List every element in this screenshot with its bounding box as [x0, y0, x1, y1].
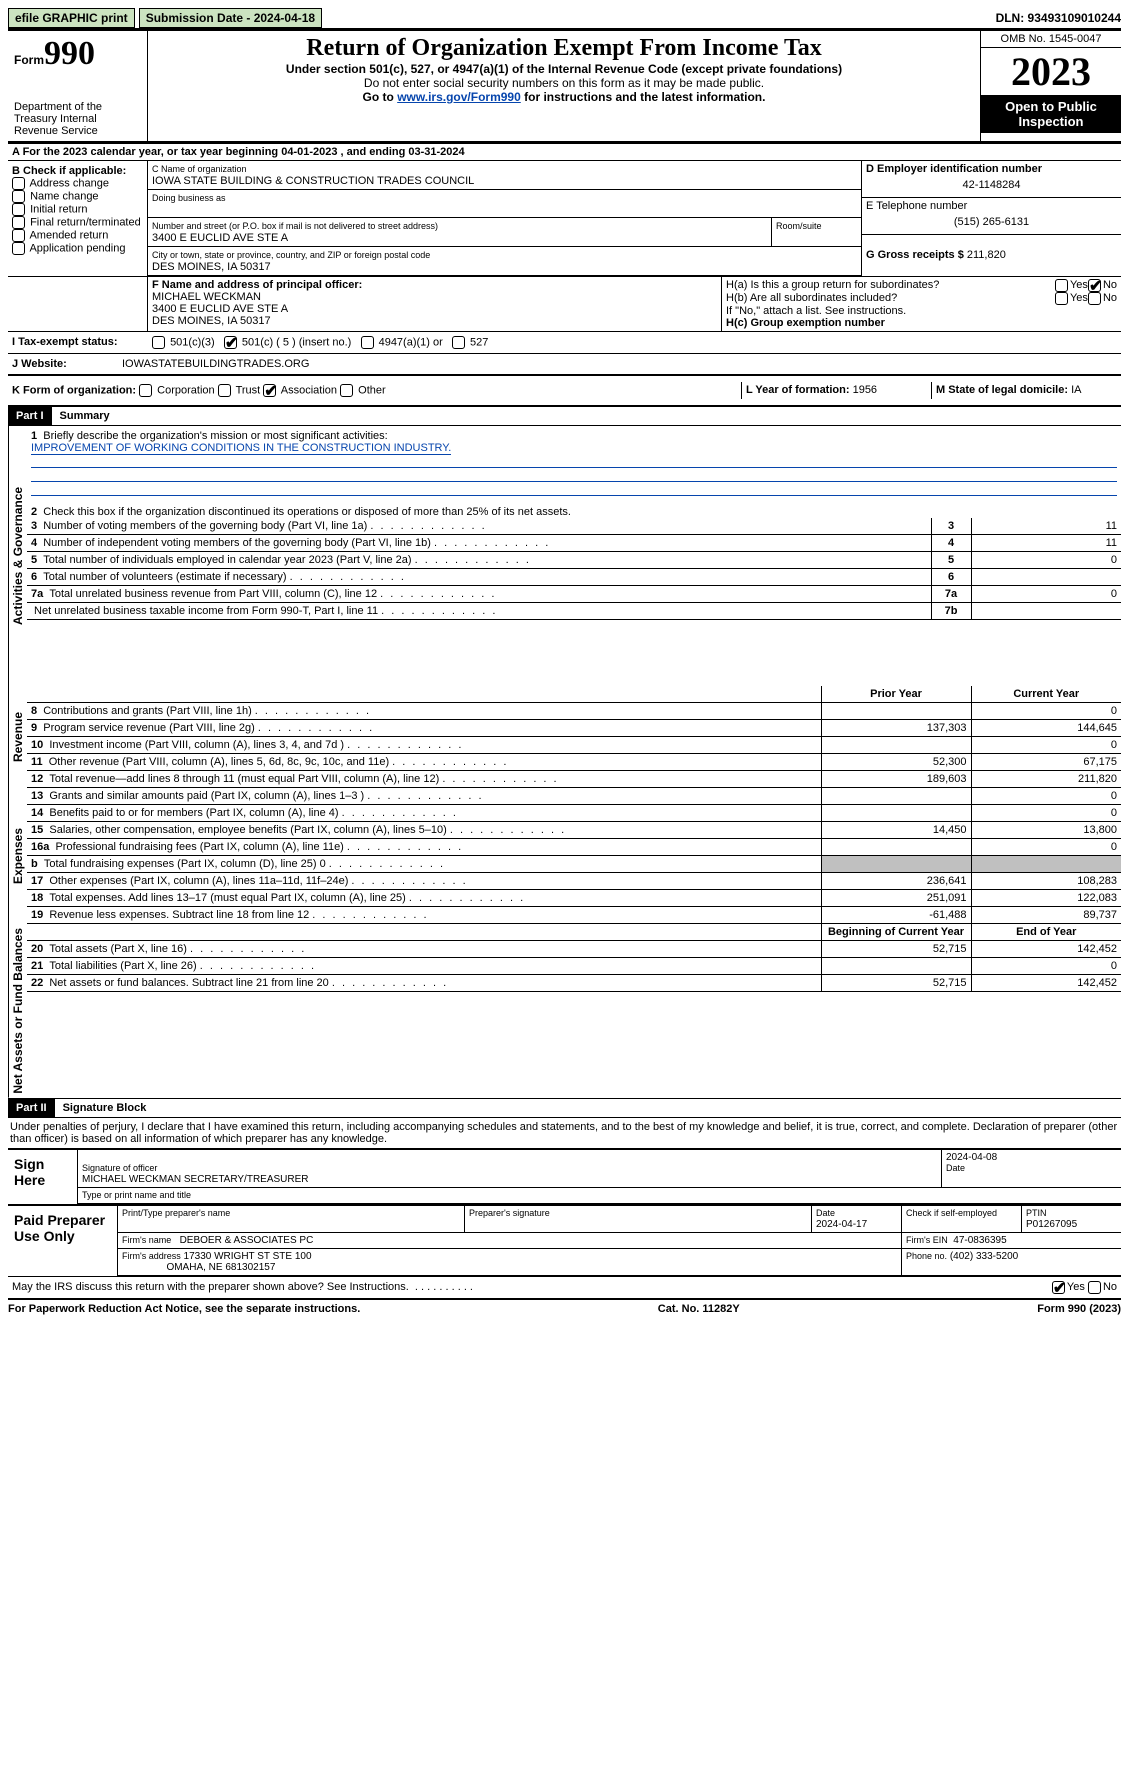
subtitle-2: Do not enter social security numbers on …: [154, 76, 974, 90]
mission-text: IMPROVEMENT OF WORKING CONDITIONS IN THE…: [31, 442, 451, 455]
checkbox-trust[interactable]: [218, 384, 231, 397]
sign-here-block: Sign Here Signature of officerMICHAEL WE…: [8, 1148, 1121, 1204]
checkbox-527[interactable]: [452, 336, 465, 349]
revenue-table: Prior YearCurrent Year 8 Contributions a…: [27, 686, 1121, 788]
checkbox-501c[interactable]: [224, 336, 237, 349]
checkbox-discuss-no[interactable]: [1088, 1281, 1101, 1294]
netassets-table: Beginning of Current YearEnd of Year 20 …: [27, 924, 1121, 992]
box-h: H(a) Is this a group return for subordin…: [721, 277, 1121, 331]
entity-info-grid: B Check if applicable: Address change Na…: [8, 161, 1121, 277]
org-street: 3400 E EUCLID AVE STE A: [152, 232, 288, 244]
tab-governance: Activities & Governance: [8, 426, 27, 686]
box-f: F Name and address of principal officer:…: [148, 277, 721, 331]
gross-receipts: 211,820: [967, 249, 1006, 261]
checkbox-501c3[interactable]: [152, 336, 165, 349]
website: IOWASTATEBUILDINGTRADES.ORG: [118, 354, 1121, 374]
checkbox-final-return[interactable]: [12, 216, 25, 229]
page-footer: For Paperwork Reduction Act Notice, see …: [8, 1298, 1121, 1315]
form-number: Form990: [14, 35, 141, 73]
tab-revenue: Revenue: [8, 686, 27, 788]
checkbox-name-change[interactable]: [12, 190, 25, 203]
year-formation: 1956: [853, 384, 877, 396]
part-i-header: Part ISummary: [8, 407, 1121, 425]
checkbox-ha-no[interactable]: [1088, 279, 1101, 292]
state-domicile: IA: [1071, 384, 1081, 396]
form-header: Form990 Department of the Treasury Inter…: [8, 28, 1121, 144]
discuss-row: May the IRS discuss this return with the…: [8, 1276, 1121, 1298]
checkbox-amended-return[interactable]: [12, 229, 25, 242]
subtitle-1: Under section 501(c), 527, or 4947(a)(1)…: [154, 62, 974, 76]
checkbox-application-pending[interactable]: [12, 242, 25, 255]
irs-link[interactable]: www.irs.gov/Form990: [397, 90, 521, 104]
checkbox-discuss-yes[interactable]: [1052, 1281, 1065, 1294]
checkbox-assoc[interactable]: [263, 384, 276, 397]
submission-date-button[interactable]: Submission Date - 2024-04-18: [139, 8, 322, 28]
tax-period-row: A For the 2023 calendar year, or tax yea…: [8, 144, 1121, 161]
checkbox-hb-no[interactable]: [1088, 292, 1101, 305]
part-ii-header: Part IISignature Block: [8, 1099, 1121, 1117]
checkbox-initial-return[interactable]: [12, 203, 25, 216]
form-title: Return of Organization Exempt From Incom…: [154, 35, 974, 62]
dept-treasury: Department of the Treasury Internal Reve…: [14, 101, 141, 137]
governance-table: 3 Number of voting members of the govern…: [27, 518, 1121, 620]
checkbox-address-change[interactable]: [12, 177, 25, 190]
efile-print-button[interactable]: efile GRAPHIC print: [8, 8, 135, 28]
tab-netassets: Net Assets or Fund Balances: [8, 924, 27, 1098]
tax-year: 2023: [981, 48, 1121, 95]
org-name: IOWA STATE BUILDING & CONSTRUCTION TRADE…: [152, 175, 474, 187]
paid-preparer-block: Paid Preparer Use Only Print/Type prepar…: [8, 1204, 1121, 1276]
omb-number: OMB No. 1545-0047: [981, 31, 1121, 48]
expenses-table: 13 Grants and similar amounts paid (Part…: [27, 788, 1121, 924]
open-to-public: Open to Public Inspection: [981, 95, 1121, 133]
telephone: (515) 265-6131: [866, 212, 1117, 232]
penalty-statement: Under penalties of perjury, I declare th…: [8, 1117, 1121, 1148]
subtitle-3: Go to www.irs.gov/Form990 for instructio…: [154, 90, 974, 104]
checkbox-ha-yes[interactable]: [1055, 279, 1068, 292]
org-city: DES MOINES, IA 50317: [152, 261, 271, 273]
checkbox-4947[interactable]: [361, 336, 374, 349]
ein: 42-1148284: [866, 175, 1117, 195]
checkbox-other[interactable]: [340, 384, 353, 397]
box-b: B Check if applicable: Address change Na…: [8, 161, 148, 276]
top-bar: efile GRAPHIC print Submission Date - 20…: [8, 8, 1121, 28]
checkbox-corp[interactable]: [139, 384, 152, 397]
checkbox-hb-yes[interactable]: [1055, 292, 1068, 305]
tab-expenses: Expenses: [8, 788, 27, 924]
dln-text: DLN: 93493109010244: [996, 11, 1121, 25]
